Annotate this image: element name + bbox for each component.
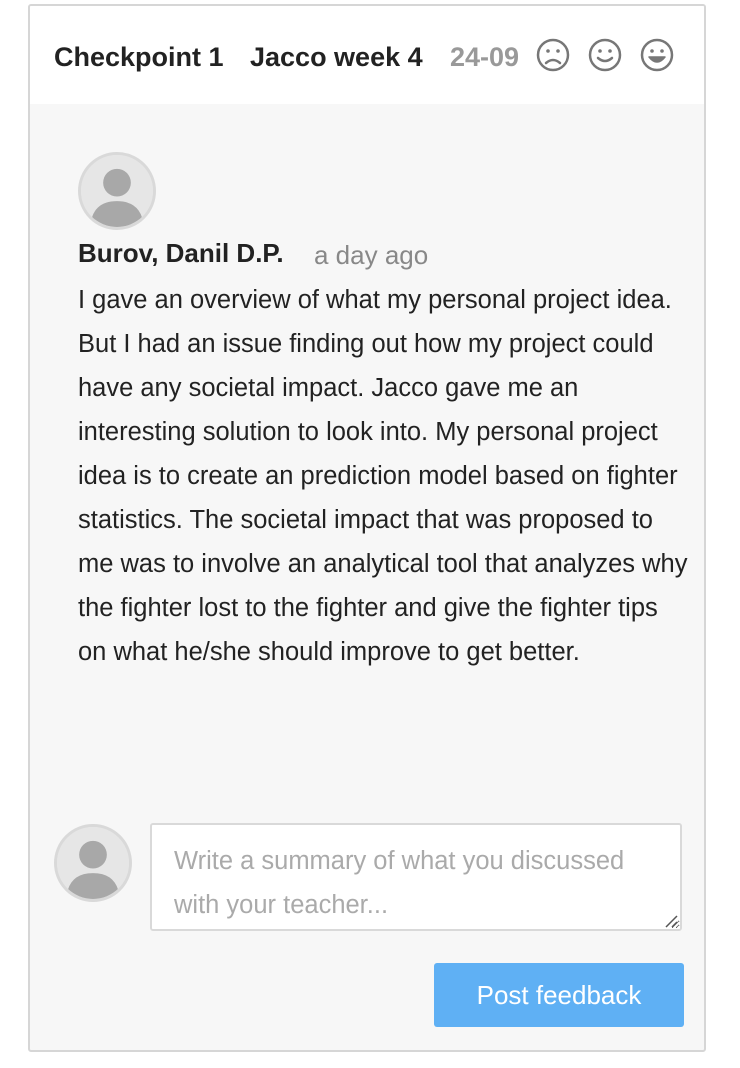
checkpoint-date: 24-09 [450, 42, 520, 72]
author-avatar [78, 152, 156, 230]
sad-face-icon[interactable] [536, 38, 570, 72]
card-header: Checkpoint 1 Jacco week 4 24-09 [30, 6, 704, 104]
neutral-smile-icon[interactable] [588, 38, 622, 72]
comment-time: a day ago [314, 240, 429, 270]
checkpoint-title: Checkpoint 1 [54, 42, 224, 72]
comment-author: Burov, Danil D.P. [78, 238, 284, 268]
happy-face-icon[interactable] [640, 38, 674, 72]
checkpoint-subtitle: Jacco week 4 [250, 42, 423, 72]
resize-handle-icon[interactable] [662, 912, 678, 928]
feedback-card: Checkpoint 1 Jacco week 4 24-09 Burov, D… [28, 4, 706, 1052]
comment-text: I gave an overview of what my personal p… [78, 286, 688, 666]
summary-input[interactable] [150, 823, 682, 931]
current-user-avatar [54, 824, 132, 902]
post-feedback-button[interactable]: Post feedback [434, 963, 684, 1027]
